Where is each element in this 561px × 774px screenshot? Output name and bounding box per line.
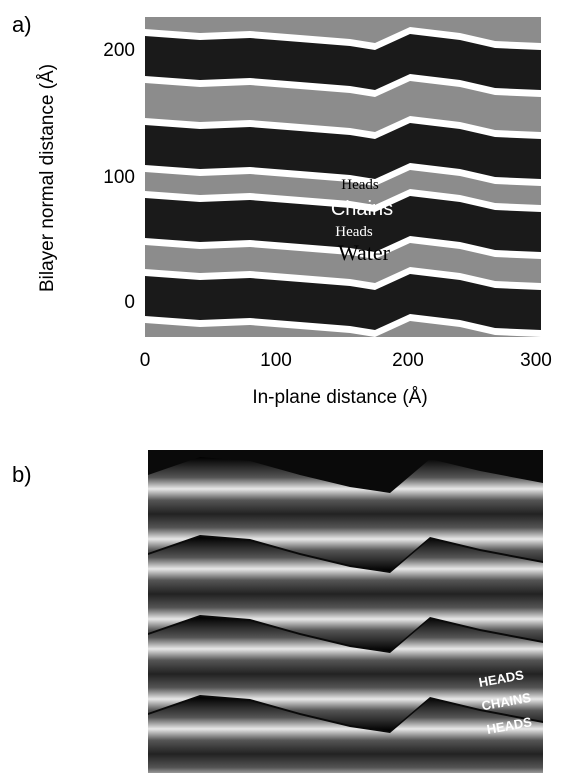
heads-label-bottom: Heads [335, 224, 373, 240]
x-tick-label: 200 [392, 350, 424, 371]
ripple-bands [148, 457, 543, 773]
chain-layer [145, 123, 541, 179]
y-tick-label: 200 [103, 40, 135, 61]
chain-layer [145, 274, 541, 330]
ripple-bilayer-band [148, 537, 543, 651]
ripple-bilayer-band [148, 457, 543, 571]
y-axis: 200 100 0 Bilayer normal distance (Å) [37, 40, 135, 313]
water-label: Water [338, 240, 391, 265]
ripple-bilayer-band [148, 697, 543, 773]
bilayer-stack [145, 27, 541, 337]
ripple-bilayer-band [148, 617, 543, 731]
chains-label: Chains [331, 198, 393, 220]
panel-a-plot [145, 17, 541, 337]
y-axis-title: Bilayer normal distance (Å) [37, 64, 58, 292]
x-tick-label: 300 [520, 350, 552, 371]
panel-b-density-map [148, 450, 543, 773]
panel-b-label: b) [12, 462, 32, 487]
y-tick-label: 100 [103, 167, 135, 188]
panel-a-label: a) [12, 12, 32, 37]
chain-layer [145, 196, 541, 252]
x-axis: 0 100 200 300 In-plane distance (Å) [140, 350, 552, 408]
chain-layer [145, 34, 541, 90]
x-tick-label: 0 [140, 350, 151, 371]
x-tick-label: 100 [260, 350, 292, 371]
y-tick-label: 0 [124, 292, 135, 313]
heads-label-top: Heads [341, 177, 379, 193]
x-axis-title: In-plane distance (Å) [252, 387, 427, 408]
